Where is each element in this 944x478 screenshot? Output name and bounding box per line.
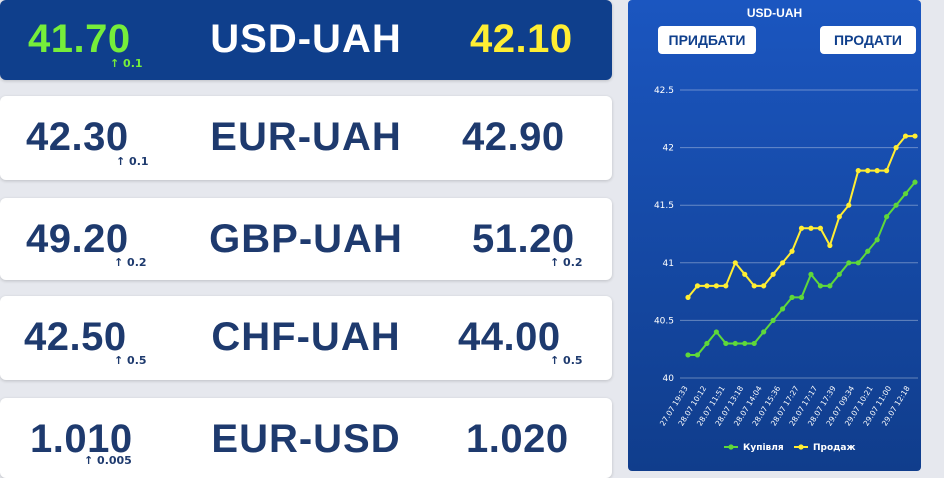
legend-label: Продаж [813, 443, 855, 453]
data-point [761, 283, 767, 289]
chart-panel: USD-UAH ПРИДБАТИ ПРОДАТИ 40 40.5 41 41.5 42 4… [628, 0, 921, 471]
legend-marker [728, 444, 734, 450]
data-point [713, 329, 719, 335]
data-point [817, 283, 824, 289]
data-point [893, 202, 899, 208]
buy-rate: 41.70 [28, 17, 131, 61]
sell-rate: 44.00 [458, 315, 561, 359]
y-tick-label: 41.5 [654, 201, 674, 211]
data-point [713, 283, 719, 289]
data-point [685, 352, 691, 358]
data-point [723, 283, 729, 289]
sell-rate: 51.20 [472, 217, 575, 261]
buy-rate: 49.20 [26, 217, 129, 261]
buy-rate: 42.50 [24, 315, 127, 359]
data-point [798, 225, 805, 231]
sell-rate: 1.020 [466, 417, 569, 461]
legend-marker [798, 444, 804, 450]
data-point [742, 271, 748, 277]
y-tick-label: 42.5 [654, 86, 674, 96]
sell-delta: ↑ 0.5 [550, 354, 583, 367]
data-point [846, 260, 852, 266]
buy-delta: ↑ 0.005 [84, 454, 132, 467]
chart-title: USD-UAH [746, 6, 803, 20]
data-point [685, 294, 691, 300]
data-point [817, 225, 824, 231]
data-point [874, 237, 880, 243]
data-point [732, 340, 738, 347]
data-point [874, 168, 880, 174]
data-point [836, 214, 842, 220]
rate-row-chf-uah[interactable]: 42.50 ↑ 0.5 CHF-UAH 44.00 ↑ 0.5 [0, 296, 612, 380]
sell-delta: ↑ 0.2 [550, 256, 583, 269]
data-point [742, 340, 748, 347]
data-point [798, 294, 805, 300]
data-point [855, 168, 861, 174]
data-point [694, 283, 701, 289]
sell-rate: 42.90 [462, 115, 565, 159]
data-point [723, 340, 729, 347]
pair-label: EUR-USD [211, 417, 401, 461]
data-point [704, 283, 710, 289]
legend-label: Купівля [743, 442, 784, 453]
buy-rate: 1.010 [30, 417, 133, 461]
data-point [865, 248, 871, 254]
buy-button[interactable]: ПРИДБАТИ [658, 26, 756, 54]
sell-rate: 42.10 [470, 17, 573, 61]
data-point [808, 225, 814, 231]
data-point [912, 133, 918, 139]
series-line-sell [687, 135, 915, 298]
buy-rate: 42.30 [26, 115, 129, 159]
pair-label: USD-UAH [210, 17, 402, 61]
pair-label: CHF-UAH [211, 315, 401, 359]
data-point [865, 168, 871, 174]
data-point [770, 317, 776, 323]
pair-label: EUR-UAH [210, 115, 402, 159]
data-point [836, 271, 842, 277]
data-point [789, 248, 795, 254]
data-point [732, 260, 738, 266]
data-point [855, 260, 861, 266]
data-point [770, 271, 776, 277]
data-point [779, 260, 786, 266]
data-point [846, 202, 852, 208]
y-tick-label: 41 [663, 259, 674, 269]
data-point [884, 168, 890, 174]
buy-delta: ↑ 0.2 [114, 256, 147, 269]
rate-row-eur-usd[interactable]: 1.010 ↑ 0.005 EUR-USD 1.020 [0, 398, 612, 478]
y-tick-label: 40 [663, 374, 675, 384]
data-point [751, 340, 757, 347]
data-point [902, 191, 909, 197]
data-point [808, 271, 814, 277]
data-point [789, 294, 795, 300]
rate-row-gbp-uah[interactable]: 49.20 ↑ 0.2 GBP-UAH 51.20 ↑ 0.2 [0, 198, 612, 280]
pair-label: GBP-UAH [209, 217, 403, 261]
data-point [751, 283, 757, 289]
data-point [779, 306, 786, 312]
data-point [704, 340, 710, 347]
data-point [902, 133, 909, 139]
data-point [893, 145, 899, 151]
data-point [827, 242, 833, 249]
data-point [761, 329, 767, 335]
series-line-buy [688, 181, 916, 356]
data-point [884, 214, 890, 220]
buy-delta: ↑ 0.1 [110, 57, 143, 70]
data-point [912, 179, 918, 185]
buy-delta: ↑ 0.1 [116, 155, 149, 168]
sell-button[interactable]: ПРОДАТИ [820, 26, 916, 54]
rate-row-eur-uah[interactable]: 42.30 ↑ 0.1 EUR-UAH 42.90 [0, 96, 612, 180]
y-tick-label: 40.5 [654, 316, 674, 326]
data-point [827, 283, 833, 289]
buy-delta: ↑ 0.5 [114, 354, 147, 367]
y-tick-label: 42 [663, 144, 674, 154]
data-point [694, 352, 701, 358]
rate-row-usd-uah[interactable]: 41.70 ↑ 0.1 USD-UAH 42.10 [0, 0, 612, 80]
